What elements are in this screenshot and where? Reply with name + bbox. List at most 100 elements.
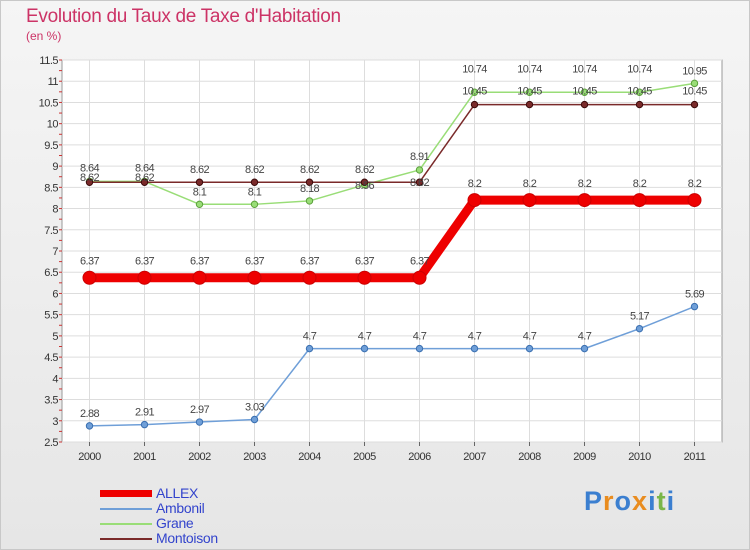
data-label-grane: 8.64	[80, 162, 99, 174]
data-point-ambonil	[140, 420, 149, 429]
logo-letter: P	[584, 486, 604, 516]
series	[82, 79, 702, 430]
data-point-grane	[470, 88, 479, 96]
logo-letter: x	[632, 486, 649, 516]
x-tick-label: 2009	[573, 451, 596, 463]
x-tick-label: 2011	[684, 451, 706, 463]
y-tick-label: 6	[52, 288, 58, 300]
data-point-allex	[522, 193, 537, 208]
data-point-montoison	[525, 100, 534, 109]
grid	[61, 59, 723, 443]
chart-title: Evolution du Taux de Taxe d'Habitation	[26, 6, 341, 27]
data-label-grane: 10.95	[682, 65, 707, 77]
data-label-grane: 8.64	[135, 162, 154, 174]
data-label-grane: 10.74	[462, 63, 487, 75]
x-tick-label: 2008	[518, 451, 541, 463]
series-line-grane	[88, 82, 696, 206]
data-label-ambonil: 3.03	[245, 402, 264, 414]
x-tick-label: 2010	[628, 451, 651, 463]
data-point-ambonil	[85, 422, 94, 430]
x-tick-label: 2004	[298, 451, 321, 463]
data-point-allex	[577, 193, 592, 208]
data-label-ambonil: 2.88	[80, 408, 99, 420]
data-label-montoison: 8.62	[355, 164, 374, 176]
axes: 2.5 3 3.5 4 4.5 5 5.5 6 6.5 7 7.5 8 8.5 9 9.5 10 10.5 11 1…	[39, 55, 707, 463]
legend-swatch-grane	[100, 523, 152, 525]
data-label-montoison: 8.62	[410, 177, 429, 189]
data-point-montoison	[580, 100, 589, 109]
data-label-allex: 6.37	[300, 256, 319, 268]
data-label-ambonil: 4.7	[578, 331, 592, 343]
data-label-montoison: 10.45	[462, 86, 487, 98]
legend-label-allex: ALLEX	[156, 485, 199, 501]
legend-item-montoison: Montoison	[100, 530, 260, 547]
data-point-ambonil	[580, 344, 589, 353]
logo-letter: i	[666, 486, 676, 516]
data-point-ambonil	[250, 415, 259, 424]
data-label-ambonil: 4.7	[413, 331, 427, 343]
data-label-grane: 8.56	[355, 180, 374, 192]
data-point-montoison	[305, 178, 314, 186]
data-label-grane: 10.74	[627, 63, 652, 75]
data-point-ambonil	[635, 324, 644, 333]
data-point-montoison	[195, 178, 204, 186]
series-line-montoison	[88, 103, 696, 183]
y-tick-label: 11.5	[39, 55, 58, 67]
legend-label-ambonil: Ambonil	[156, 500, 205, 516]
y-tick-label: 3.5	[44, 395, 58, 407]
y-tick-label: 10.5	[39, 97, 59, 109]
logo-letter: i	[648, 486, 657, 516]
data-point-allex	[137, 270, 152, 285]
data-point-ambonil	[360, 344, 369, 353]
y-tick-label: 7	[52, 246, 58, 258]
legend-swatch-allex	[100, 490, 152, 497]
data-label-allex: 8.2	[578, 178, 592, 190]
legend: ALLEX Ambonil Grane Montoison	[100, 485, 260, 547]
data-label-ambonil: 4.7	[468, 331, 482, 343]
data-label-allex: 6.37	[190, 256, 209, 268]
y-tick-label: 4.5	[44, 352, 58, 364]
data-label-allex: 8.2	[633, 178, 647, 190]
proxiti-logo: Proxiti	[584, 486, 675, 517]
y-tick-label: 10	[47, 119, 59, 131]
data-label-ambonil: 5.17	[630, 311, 649, 323]
data-label-allex: 6.37	[135, 256, 154, 268]
series-line-allex	[85, 195, 699, 283]
y-tick-label: 8	[52, 204, 58, 216]
data-point-ambonil	[690, 302, 699, 311]
data-label-montoison: 8.62	[80, 172, 99, 184]
data-point-ambonil	[195, 418, 204, 426]
data-label-ambonil: 5.69	[685, 289, 704, 301]
data-label-grane: 10.74	[517, 63, 542, 75]
data-label-allex: 8.2	[468, 178, 482, 190]
data-point-montoison	[250, 178, 259, 186]
x-tick-label: 2005	[353, 451, 376, 463]
data-label-grane: 8.1	[193, 186, 207, 198]
data-point-allex	[247, 270, 262, 285]
y-tick-label: 11	[48, 76, 59, 88]
y-tick-label: 8.5	[44, 182, 58, 194]
legend-label-grane: Grane	[156, 515, 194, 531]
y-tick-label: 9	[52, 161, 58, 173]
data-point-ambonil	[525, 344, 534, 353]
legend-item-grane: Grane	[100, 515, 260, 532]
data-point-allex	[687, 193, 702, 208]
y-tick-label: 9.5	[44, 140, 58, 152]
y-tick-label: 6.5	[44, 267, 58, 279]
legend-swatch-ambonil	[100, 508, 152, 510]
data-point-grane	[250, 200, 259, 209]
data-point-grane	[580, 88, 589, 96]
data-labels: 6.37 6.37 6.37 6.37 6.37 6.37 6.37 8.2 8.2 8.2 8.2…	[80, 63, 708, 420]
data-point-montoison	[415, 178, 424, 186]
y-tick-label: 4	[52, 373, 58, 385]
data-point-montoison	[690, 100, 699, 109]
y-tick-label: 7.5	[44, 225, 58, 237]
data-point-grane	[690, 79, 699, 88]
data-point-allex	[632, 193, 647, 208]
data-label-ambonil: 2.97	[190, 404, 209, 416]
data-label-grane: 10.74	[572, 63, 597, 75]
data-label-grane: 8.18	[300, 183, 319, 195]
data-label-ambonil: 4.7	[523, 331, 537, 343]
data-point-allex	[467, 193, 482, 208]
